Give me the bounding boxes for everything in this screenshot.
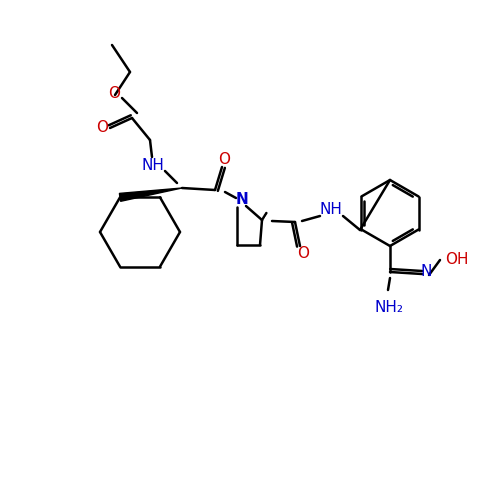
Text: NH₂: NH₂ <box>374 300 404 316</box>
Text: NH: NH <box>142 158 165 172</box>
Text: O: O <box>297 246 309 260</box>
Text: NH: NH <box>320 202 342 218</box>
Text: N: N <box>420 264 432 280</box>
Text: O: O <box>96 120 108 136</box>
Text: OH: OH <box>446 252 469 268</box>
Text: O: O <box>108 86 120 102</box>
Text: N: N <box>236 192 248 208</box>
Text: O: O <box>218 152 230 166</box>
Polygon shape <box>120 188 182 202</box>
